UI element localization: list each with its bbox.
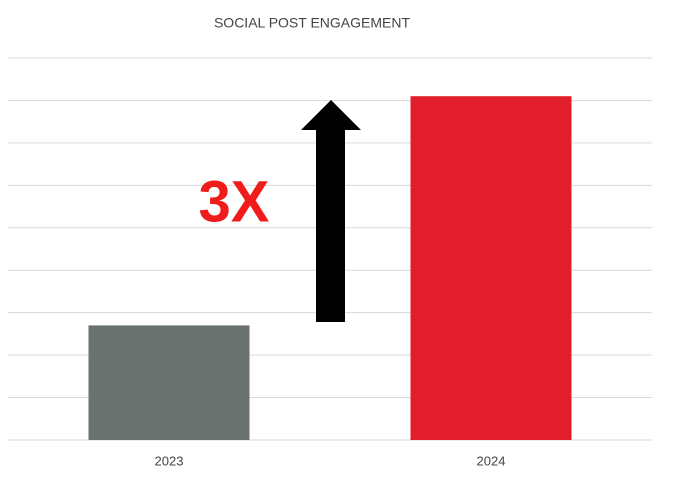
chart-title: SOCIAL POST ENGAGEMENT [214, 15, 410, 31]
x-tick-label: 2023 [155, 453, 184, 468]
x-tick-label: 2024 [477, 453, 506, 468]
annotation: 3X [199, 169, 270, 234]
arrow [301, 100, 361, 322]
bar [88, 325, 250, 440]
bar [410, 96, 572, 440]
